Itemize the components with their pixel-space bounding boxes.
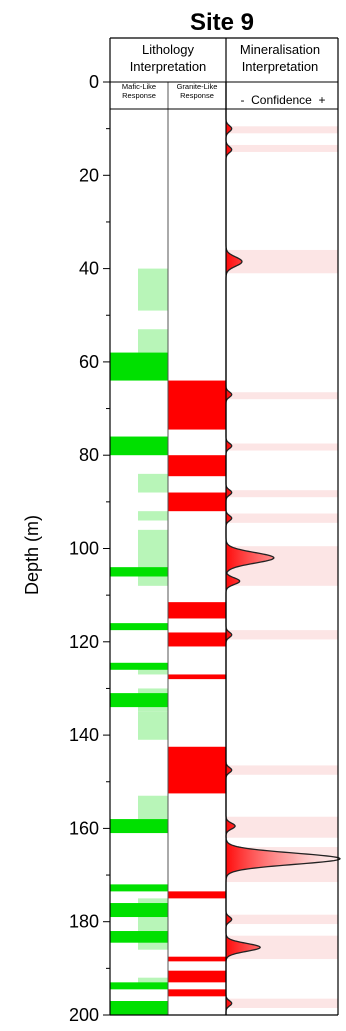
mafic-strong-interval [110, 662, 168, 670]
granite-subheader-line1: Granite-Like [177, 82, 218, 91]
granite-interval [168, 746, 226, 794]
mafic-subheader-line1: Mafic-Like [122, 82, 156, 91]
granite-interval [168, 455, 226, 477]
granite-interval [168, 492, 226, 512]
mafic-strong-interval [110, 352, 168, 381]
mineralisation-band [226, 490, 338, 498]
y-tick-label: 120 [69, 632, 99, 652]
mineralisation-band [226, 126, 338, 134]
mineralisation-header-line2: Interpretation [242, 59, 319, 74]
mafic-weak-interval [138, 329, 168, 353]
mineralisation-band [226, 249, 338, 274]
mafic-intervals [110, 268, 168, 1015]
mafic-strong-interval [110, 903, 168, 918]
mafic-strong-interval [110, 982, 168, 990]
mafic-weak-interval [138, 529, 168, 586]
granite-interval [168, 380, 226, 430]
mafic-strong-interval [110, 931, 168, 943]
mineralisation-band [226, 914, 338, 925]
granite-intervals [168, 380, 226, 997]
mineralisation-band [226, 630, 338, 640]
y-tick-label: 180 [69, 912, 99, 932]
confidence-subheader: - Confidence + [240, 93, 325, 107]
mafic-subheader-line2: Response [122, 91, 156, 100]
mafic-weak-interval [138, 711, 168, 740]
mafic-weak-interval [138, 473, 168, 493]
granite-interval [168, 632, 226, 647]
y-tick-label: 0 [89, 72, 99, 92]
y-tick-label: 140 [69, 725, 99, 745]
granite-interval [168, 989, 226, 997]
mineralisation-band [226, 144, 338, 152]
granite-interval [168, 602, 226, 619]
mineralisation-band [226, 443, 338, 451]
mafic-strong-interval [110, 819, 168, 834]
mineralisation-header-line1: Mineralisation [240, 42, 320, 57]
y-tick-label: 100 [69, 539, 99, 559]
mafic-strong-interval [110, 884, 168, 892]
lithology-header-line1: Lithology [142, 42, 195, 57]
y-axis-label: Depth (m) [22, 515, 42, 595]
granite-interval [168, 970, 226, 983]
mineralisation-band [226, 513, 338, 523]
mafic-weak-interval [138, 665, 168, 675]
granite-subheader-line2: Response [180, 91, 214, 100]
mafic-strong-interval [110, 567, 168, 577]
y-tick-label: 60 [79, 352, 99, 372]
mineralisation-band [226, 816, 338, 838]
y-axis-ticks: 0 20 40 60 80 100 120 140 160 180 200 [69, 72, 110, 1025]
mineralisation-band [226, 998, 338, 1009]
mineralisation-band [226, 765, 338, 775]
mafic-weak-interval [138, 268, 168, 311]
granite-interval [168, 674, 226, 680]
y-tick-label: 80 [79, 445, 99, 465]
mafic-strong-interval [110, 436, 168, 456]
granite-interval [168, 891, 226, 899]
y-tick-label: 160 [69, 818, 99, 838]
mafic-weak-interval [138, 511, 168, 521]
y-tick-label: 20 [79, 165, 99, 185]
mineralisation-band [226, 935, 338, 960]
lithology-header-line2: Interpretation [130, 59, 207, 74]
chart-frame [109, 37, 339, 1016]
y-tick-label: 200 [69, 1005, 99, 1025]
chart-title: Site 9 [190, 9, 254, 36]
y-tick-label: 40 [79, 259, 99, 279]
mineralisation-band [226, 392, 338, 400]
mafic-weak-interval [138, 795, 168, 820]
mafic-strong-interval [110, 1001, 168, 1015]
granite-interval [168, 956, 226, 962]
mafic-strong-interval [110, 623, 168, 631]
mafic-strong-interval [110, 693, 168, 708]
mineralisation-bands [226, 126, 338, 1009]
